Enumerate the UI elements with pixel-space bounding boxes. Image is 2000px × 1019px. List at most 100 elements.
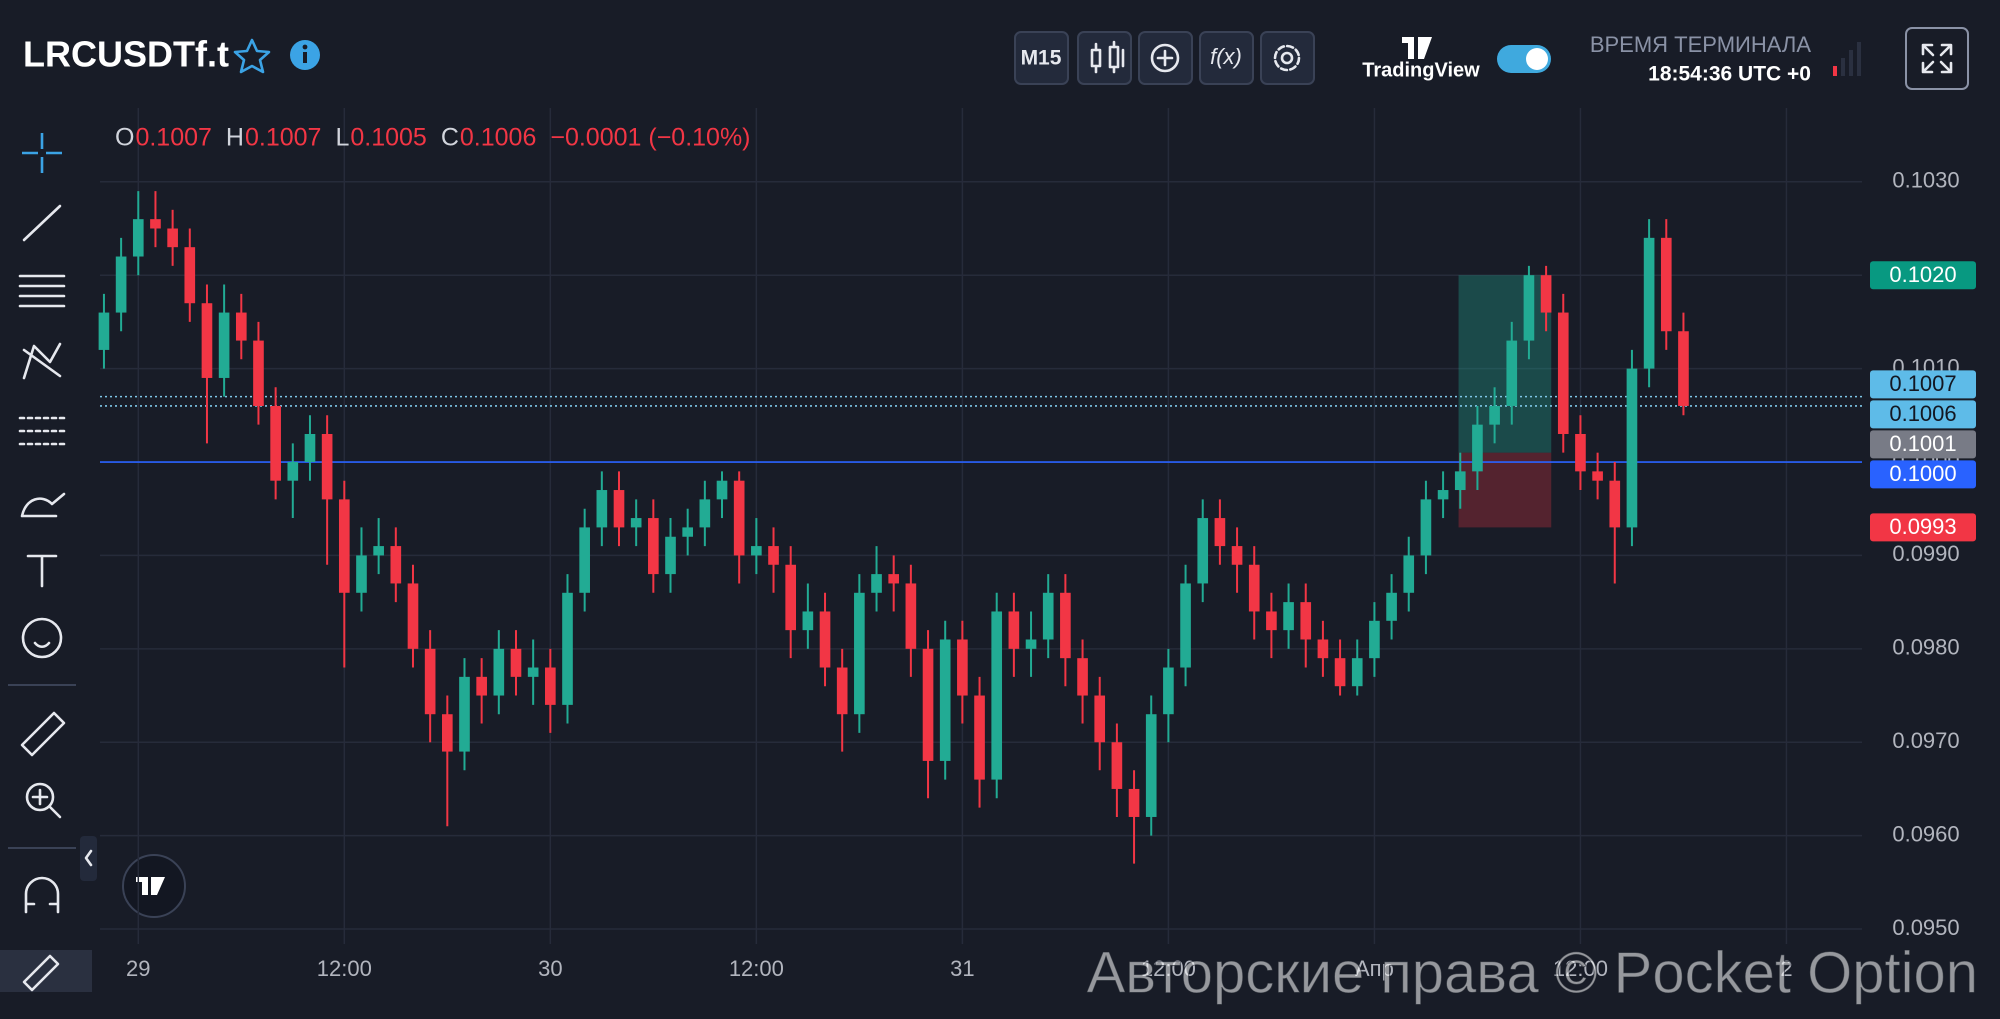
price-tag-label: 0.1000: [1889, 461, 1956, 486]
candle-body: [819, 611, 831, 668]
candle-body: [150, 219, 161, 229]
candle-body: [1094, 695, 1106, 743]
indicators-button[interactable]: [1199, 31, 1254, 85]
candle-body: [1351, 658, 1363, 687]
candle-body: [1575, 433, 1586, 472]
candle-body: [939, 639, 951, 761]
y-tick-label: 0.0990: [1892, 541, 1959, 566]
signal-bars: [1833, 42, 1861, 76]
brush-tool[interactable]: [20, 492, 66, 518]
zoom-tool[interactable]: [25, 782, 55, 812]
candle-body: [527, 667, 539, 677]
ohlc-key: O: [115, 124, 134, 152]
candle-body: [613, 490, 625, 528]
candle-body: [1008, 611, 1020, 649]
zoom-glyph: [31, 788, 62, 819]
candle-body: [1592, 471, 1603, 481]
ohlc-change: −0.0001 (−0.10%): [550, 124, 750, 152]
price-tag-label: 0.1007: [1889, 371, 1956, 396]
price-tag: [1870, 370, 1976, 399]
candle-body: [1660, 237, 1672, 332]
candle-body: [1540, 275, 1552, 313]
candle-body: [1454, 471, 1466, 491]
fullscreen-button[interactable]: [1905, 27, 1969, 90]
line-tool[interactable]: [22, 204, 62, 242]
ohlc-key: L: [335, 124, 349, 152]
crosshair-tool[interactable]: [22, 133, 62, 173]
candle-body: [991, 611, 1003, 780]
lock-tool-bg[interactable]: [0, 950, 92, 992]
settings-icon: [1273, 44, 1301, 72]
ruler-tool[interactable]: [20, 711, 66, 757]
drawing-toolbar: [0, 133, 97, 992]
emoji-tool[interactable]: [21, 617, 63, 659]
candles-icon: [1090, 40, 1125, 74]
candle-body: [1317, 639, 1329, 659]
fib-tool[interactable]: [18, 274, 66, 308]
candle-body: [562, 592, 573, 705]
candle-body: [321, 433, 333, 500]
candle-body: [1025, 639, 1037, 649]
candle-body: [1334, 658, 1346, 687]
candle-body: [699, 499, 711, 528]
info-glyph: [303, 52, 307, 63]
fullscreen-icon: [1921, 43, 1953, 74]
favorite-star[interactable]: [233, 38, 271, 74]
toolbar-buttons: M15 f(x): [1014, 31, 1315, 85]
signal-bar: [1833, 66, 1837, 76]
brand: TradingView: [1362, 37, 1480, 81]
candle-body: [459, 676, 470, 752]
price-tag-label: 0.1020: [1889, 262, 1956, 287]
candle-body: [682, 527, 693, 537]
chart-type-button[interactable]: [1077, 31, 1132, 85]
price-tag: [1870, 430, 1976, 459]
candle-body: [854, 592, 865, 715]
clock: 18:54:36 UTC +0: [1648, 63, 1811, 86]
x-tick-label: 12:00: [1141, 956, 1196, 981]
ohlc-value: 0.1007: [245, 124, 321, 152]
candle-body: [476, 676, 487, 696]
candle-body: [304, 433, 316, 463]
x-tick-label: Апр: [1355, 956, 1394, 981]
price-tag-label: 0.1006: [1889, 401, 1956, 426]
candle-body: [407, 583, 419, 649]
candle-body: [665, 536, 676, 575]
magnet-tool[interactable]: [24, 876, 60, 914]
candle-body: [287, 462, 299, 481]
y-tick-label: 0.0960: [1892, 821, 1959, 846]
candle-body: [338, 499, 350, 593]
candle-body: [871, 574, 882, 593]
candle-body: [545, 667, 556, 705]
candle-body: [1214, 518, 1226, 547]
projection-tool[interactable]: [18, 416, 66, 446]
brand-logo: [1402, 37, 1432, 59]
candle-body: [1231, 546, 1243, 565]
candle-body: [1472, 424, 1483, 472]
candle-body: [1557, 312, 1569, 434]
candle-body: [184, 247, 196, 304]
candle-body: [1180, 583, 1191, 668]
settings-button[interactable]: [1260, 31, 1315, 85]
text-tool[interactable]: [26, 554, 58, 588]
candle-body: [270, 405, 281, 481]
collapse-tab[interactable]: [80, 836, 97, 881]
add-icon: [1150, 43, 1180, 73]
candle-body: [218, 312, 230, 378]
signal-bar: [1849, 50, 1853, 76]
y-tick-label: 0.0970: [1892, 728, 1959, 753]
candle-body: [424, 648, 436, 715]
price-tag: [1870, 400, 1976, 429]
price-tag-label: 0.1001: [1889, 431, 1956, 456]
candle-body: [1248, 564, 1260, 612]
ohlc-key: C: [441, 124, 459, 152]
timeframe-button[interactable]: [1014, 31, 1069, 85]
x-tick-label: 12:00: [1553, 956, 1608, 981]
candle-body: [1643, 237, 1655, 369]
x-tick-label: 2: [1780, 956, 1792, 981]
candle-body: [1523, 275, 1535, 341]
pattern-tool[interactable]: [22, 342, 62, 380]
candle-body: [1128, 788, 1140, 817]
candle-body: [98, 312, 110, 350]
